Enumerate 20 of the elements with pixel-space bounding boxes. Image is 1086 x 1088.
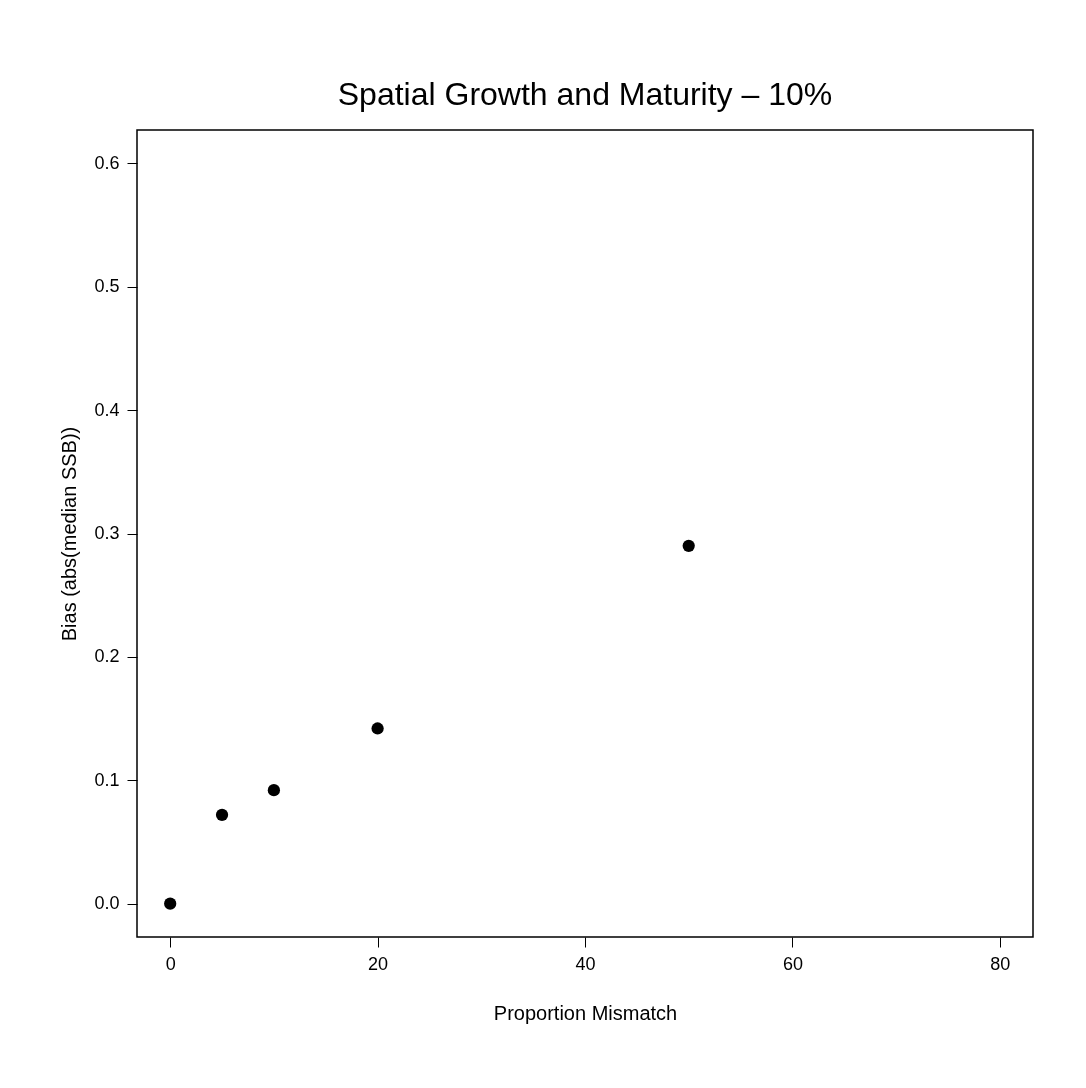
x-tick-label: 40 [575,953,596,974]
point [267,784,281,797]
point [371,722,384,735]
y-tick-label: 0.3 [94,523,120,543]
y-tick-label: 0.1 [94,769,120,790]
x-tick-label: 0 [165,953,176,974]
x-tick-label: 60 [782,953,803,974]
point [215,808,229,821]
y-tick-label: 0.6 [94,152,120,173]
point [682,539,695,552]
y-tick-label: 0.4 [94,399,120,420]
y-axis-title: Bias (abs(median SSB)) [58,426,81,642]
x-tick-label: 80 [990,953,1011,974]
x-tick-label: 20 [368,953,389,974]
point [164,897,177,910]
y-tick-label: 0.2 [94,646,120,667]
chart-title: Spatial Growth and Maturity – 10% [337,76,833,112]
x-axis-title: Proportion Mismatch [493,1001,678,1024]
y-tick-label: 0.0 [94,893,120,914]
y-tick-label: 0.5 [94,276,120,297]
